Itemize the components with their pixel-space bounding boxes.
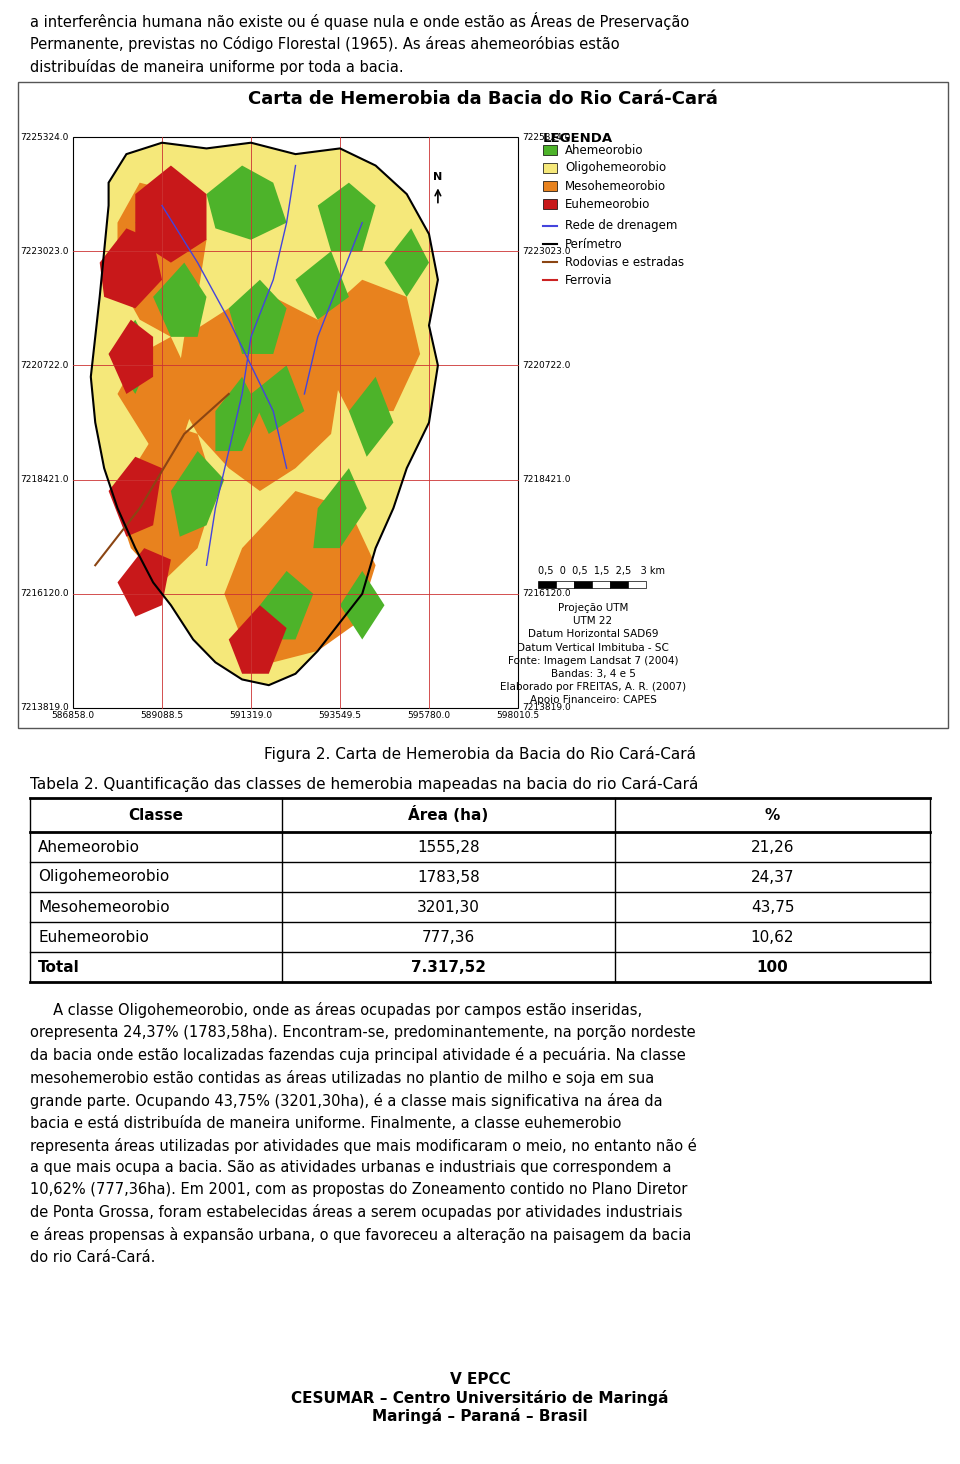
Polygon shape bbox=[318, 280, 420, 411]
Text: 598010.5: 598010.5 bbox=[496, 712, 540, 720]
Bar bbox=[543, 145, 557, 155]
Polygon shape bbox=[260, 571, 313, 640]
Text: 100: 100 bbox=[756, 959, 788, 975]
Text: 595780.0: 595780.0 bbox=[407, 712, 450, 720]
Text: a interferência humana não existe ou é quase nula e onde estão as Áreas de Prese: a interferência humana não existe ou é q… bbox=[30, 12, 689, 75]
Text: 7213819.0: 7213819.0 bbox=[20, 704, 69, 713]
Text: N: N bbox=[433, 171, 443, 182]
Text: Tabela 2. Quantificação das classes de hemerobia mapeadas na bacia do rio Cará-C: Tabela 2. Quantificação das classes de h… bbox=[30, 776, 698, 792]
Text: Euhemeorobio: Euhemeorobio bbox=[38, 930, 149, 944]
Polygon shape bbox=[348, 376, 394, 457]
Text: CESUMAR – Centro Universitário de Maringá: CESUMAR – Centro Universitário de Maring… bbox=[291, 1389, 669, 1405]
Text: 3201,30: 3201,30 bbox=[417, 899, 480, 915]
Polygon shape bbox=[117, 423, 215, 583]
Text: Rodovias e estradas: Rodovias e estradas bbox=[565, 256, 684, 268]
Bar bbox=[574, 581, 592, 589]
Bar bbox=[538, 581, 556, 589]
Text: 10,62: 10,62 bbox=[751, 930, 794, 944]
Text: Euhemeorobio: Euhemeorobio bbox=[565, 198, 650, 211]
Text: 591319.0: 591319.0 bbox=[229, 712, 273, 720]
Text: Rede de drenagem: Rede de drenagem bbox=[565, 220, 678, 233]
Text: 586858.0: 586858.0 bbox=[52, 712, 95, 720]
Polygon shape bbox=[225, 490, 375, 662]
Text: 589088.5: 589088.5 bbox=[140, 712, 183, 720]
Text: %: % bbox=[765, 808, 780, 823]
Polygon shape bbox=[215, 376, 260, 451]
Text: 593549.5: 593549.5 bbox=[319, 712, 362, 720]
Polygon shape bbox=[176, 297, 340, 490]
Bar bbox=[543, 182, 557, 190]
Text: 7216120.0: 7216120.0 bbox=[20, 590, 69, 599]
Text: 7225324.0: 7225324.0 bbox=[20, 133, 69, 142]
Text: 7213819.0: 7213819.0 bbox=[522, 704, 571, 713]
Text: Mesohemeorobio: Mesohemeorobio bbox=[565, 180, 666, 192]
Text: 7220722.0: 7220722.0 bbox=[20, 362, 69, 370]
Bar bbox=[18, 82, 948, 728]
Polygon shape bbox=[100, 228, 162, 309]
Polygon shape bbox=[228, 280, 287, 354]
Text: A classe Oligohemeorobio, onde as áreas ocupadas por campos estão inseridas,
ore: A classe Oligohemeorobio, onde as áreas … bbox=[30, 1001, 697, 1265]
Text: V EPCC: V EPCC bbox=[449, 1373, 511, 1388]
Text: 1555,28: 1555,28 bbox=[418, 839, 480, 855]
Text: Oligohemeorobio: Oligohemeorobio bbox=[565, 161, 666, 174]
Polygon shape bbox=[385, 228, 429, 297]
Polygon shape bbox=[91, 142, 438, 685]
Bar bbox=[610, 581, 628, 589]
Text: 7218421.0: 7218421.0 bbox=[522, 476, 570, 485]
Text: Perímetro: Perímetro bbox=[565, 237, 623, 250]
Text: Área (ha): Área (ha) bbox=[408, 807, 489, 823]
Text: 7223023.0: 7223023.0 bbox=[20, 247, 69, 256]
Bar bbox=[628, 581, 646, 589]
Text: Carta de Hemerobia da Bacia do Rio Cará-Cará: Carta de Hemerobia da Bacia do Rio Cará-… bbox=[248, 89, 718, 108]
Polygon shape bbox=[318, 183, 375, 252]
Bar bbox=[543, 163, 557, 173]
Text: Oligohemeorobio: Oligohemeorobio bbox=[38, 870, 169, 884]
Text: 0,5  0  0,5  1,5  2,5   3 km: 0,5 0 0,5 1,5 2,5 3 km bbox=[538, 567, 665, 575]
Polygon shape bbox=[108, 319, 153, 394]
Text: 7.317,52: 7.317,52 bbox=[411, 959, 486, 975]
Polygon shape bbox=[251, 366, 304, 433]
Text: 7225324.0: 7225324.0 bbox=[522, 133, 570, 142]
Text: 7218421.0: 7218421.0 bbox=[20, 476, 69, 485]
Polygon shape bbox=[108, 319, 153, 394]
Text: Projeção UTM
UTM 22
Datum Horizontal SAD69
Datum Vertical Imbituba - SC
Fonte: I: Projeção UTM UTM 22 Datum Horizontal SAD… bbox=[500, 603, 686, 706]
Polygon shape bbox=[206, 165, 287, 240]
Polygon shape bbox=[153, 262, 206, 337]
Text: 21,26: 21,26 bbox=[751, 839, 794, 855]
Text: Total: Total bbox=[38, 959, 80, 975]
Text: LEGENDA: LEGENDA bbox=[543, 132, 613, 145]
Polygon shape bbox=[340, 571, 385, 640]
Bar bbox=[592, 581, 610, 589]
Bar bbox=[556, 581, 574, 589]
Text: 7216120.0: 7216120.0 bbox=[522, 590, 570, 599]
Text: Maringá – Paraná – Brasil: Maringá – Paraná – Brasil bbox=[372, 1408, 588, 1424]
Text: 24,37: 24,37 bbox=[751, 870, 794, 884]
Text: 7223023.0: 7223023.0 bbox=[522, 247, 570, 256]
Bar bbox=[73, 138, 518, 709]
Text: 777,36: 777,36 bbox=[421, 930, 475, 944]
Text: 7220722.0: 7220722.0 bbox=[522, 362, 570, 370]
Bar bbox=[543, 199, 557, 209]
Text: Classe: Classe bbox=[129, 808, 183, 823]
Polygon shape bbox=[117, 183, 206, 337]
Text: 1783,58: 1783,58 bbox=[418, 870, 480, 884]
Polygon shape bbox=[117, 337, 198, 451]
Text: Mesohemeorobio: Mesohemeorobio bbox=[38, 899, 170, 915]
Polygon shape bbox=[117, 548, 171, 616]
Polygon shape bbox=[313, 468, 367, 548]
Polygon shape bbox=[228, 605, 287, 673]
Text: Ahemeorobio: Ahemeorobio bbox=[38, 839, 140, 855]
Polygon shape bbox=[135, 165, 206, 262]
Polygon shape bbox=[108, 457, 162, 537]
Text: 43,75: 43,75 bbox=[751, 899, 794, 915]
Text: Figura 2. Carta de Hemerobia da Bacia do Rio Cará-Cará: Figura 2. Carta de Hemerobia da Bacia do… bbox=[264, 747, 696, 761]
Text: Ferrovia: Ferrovia bbox=[565, 274, 612, 287]
Polygon shape bbox=[296, 252, 348, 319]
Polygon shape bbox=[135, 195, 184, 252]
Polygon shape bbox=[171, 451, 225, 537]
Text: Ahemeorobio: Ahemeorobio bbox=[565, 143, 643, 157]
